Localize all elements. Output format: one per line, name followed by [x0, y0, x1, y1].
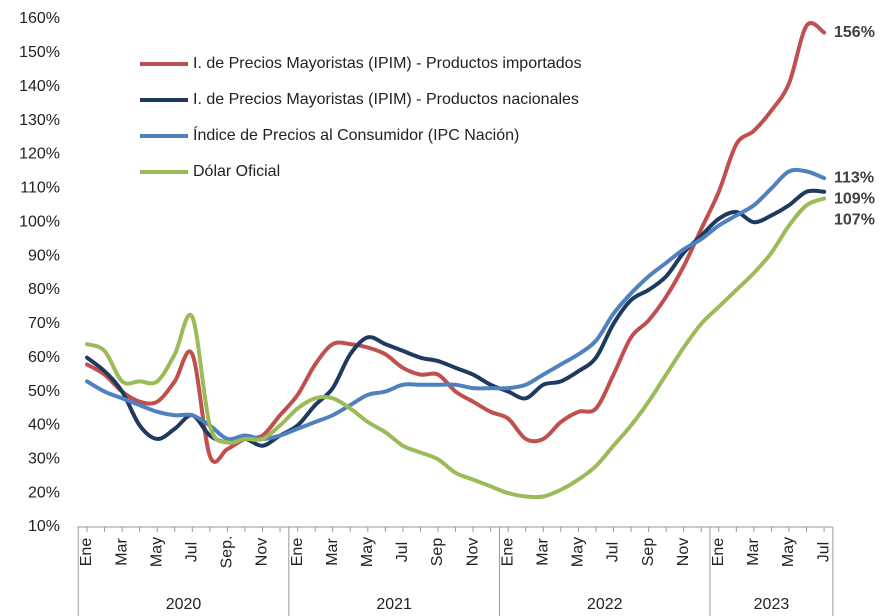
y-tick-label: 120%: [19, 146, 60, 163]
y-tick-label: 30%: [28, 450, 60, 467]
legend-label: I. de Precios Mayoristas (IPIM) - Produc…: [193, 91, 579, 108]
x-tick-label: Ene: [499, 538, 516, 567]
x-tick-label: Jul: [815, 542, 832, 562]
x-tick-label: Sep: [429, 538, 446, 567]
x-tick-label: Jul: [394, 542, 411, 562]
y-tick-label: 90%: [28, 247, 60, 264]
y-tick-label: 160%: [19, 10, 60, 27]
y-tick-label: 10%: [28, 518, 60, 535]
y-tick-label: 100%: [19, 213, 60, 230]
end-label: 113%: [834, 169, 874, 186]
end-label: 109%: [834, 190, 875, 207]
y-tick-label: 40%: [28, 417, 60, 434]
series-line: [85, 188, 827, 448]
legend-label: Índice de Precios al Consumidor (IPC Nac…: [193, 125, 519, 144]
x-tick-label: May: [359, 537, 376, 567]
x-tick-label: Ene: [289, 538, 306, 567]
x-tick-label: Nov: [464, 538, 481, 566]
series-line: [85, 21, 827, 464]
x-tick-label: May: [780, 537, 797, 567]
y-tick-label: 50%: [28, 383, 60, 400]
y-tick-label: 60%: [28, 349, 60, 366]
x-tick-label: Sep: [640, 538, 657, 567]
year-label: 2020: [166, 596, 202, 613]
y-tick-label: 150%: [19, 44, 60, 61]
x-tick-label: Nov: [675, 538, 692, 566]
y-tick-label: 80%: [28, 281, 60, 298]
x-tick-label: May: [570, 537, 587, 567]
x-tick-label: Mar: [535, 538, 552, 566]
x-tick-label: May: [148, 537, 165, 567]
series-line: [85, 196, 827, 500]
x-tick-label: Jul: [605, 542, 622, 562]
x-tick-label: Mar: [324, 538, 341, 566]
year-label: 2021: [376, 596, 412, 613]
x-tick-label: Mar: [745, 538, 762, 566]
year-label: 2022: [587, 596, 623, 613]
x-tick-label: Ene: [78, 538, 95, 567]
x-tick-label: Nov: [254, 538, 271, 566]
y-tick-label: 110%: [20, 180, 60, 197]
year-label: 2023: [754, 596, 790, 613]
y-tick-label: 70%: [28, 315, 60, 332]
y-tick-label: 140%: [19, 78, 60, 95]
x-tick-label: Jul: [184, 542, 201, 562]
x-tick-label: Ene: [710, 538, 727, 567]
legend-label: I. de Precios Mayoristas (IPIM) - Produc…: [193, 55, 582, 72]
x-tick-label: Mar: [113, 538, 130, 566]
y-tick-label: 20%: [28, 484, 60, 501]
end-label: 156%: [834, 24, 875, 41]
x-tick-label: Sep.: [219, 536, 236, 569]
end-label: 107%: [834, 211, 875, 228]
y-tick-label: 130%: [19, 112, 60, 129]
legend-label: Dólar Oficial: [193, 163, 280, 180]
series-line: [85, 167, 827, 442]
